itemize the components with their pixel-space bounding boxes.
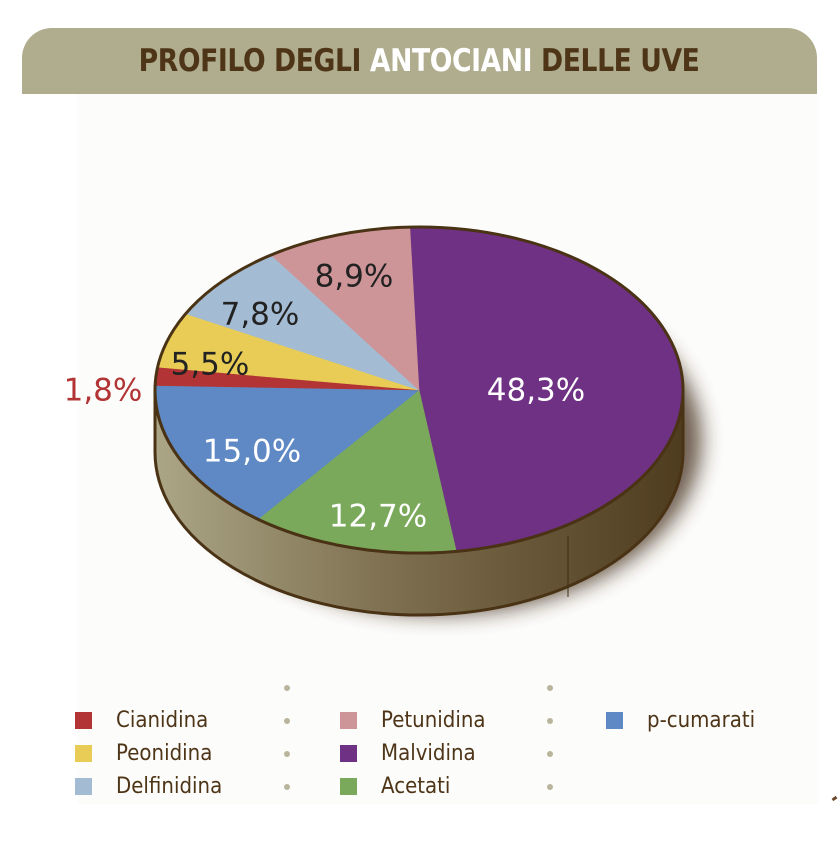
chart-title: PROFILO DEGLI ANTOCIANI DELLE UVE: [139, 43, 700, 79]
slice-label-malvidina: 48,3%: [487, 373, 585, 409]
legend-swatch-acetati: [340, 778, 357, 795]
legend-label: Peonidina: [116, 741, 213, 766]
pie-slices: [154, 226, 684, 554]
legend-item-delfinidina: Delfinidina: [75, 774, 234, 799]
legend-item-malvidina: Malvidina: [340, 741, 486, 766]
legend-label: Delfinidina: [116, 774, 223, 799]
legend-item-cianidina: Cianidina: [75, 708, 219, 733]
pie-labels: 48,3% 12,7% 15,0% 1,8% 5,5% 7,8% 8,9%: [64, 259, 586, 535]
title-suffix: DELLE UVE: [541, 43, 700, 79]
legend-label: Petunidina: [381, 708, 486, 733]
title-prefix: PROFILO DEGLI: [139, 43, 362, 79]
slice-label-p-cumarati: 15,0%: [203, 434, 301, 470]
title-banner: PROFILO DEGLI ANTOCIANI DELLE UVE: [22, 28, 817, 94]
legend-swatch-p-cumarati: [606, 712, 623, 729]
slice-label-acetati: 12,7%: [329, 499, 427, 535]
legend-swatch-malvidina: [340, 745, 357, 762]
legend-label: Cianidina: [116, 708, 209, 733]
legend-swatch-peonidina: [75, 745, 92, 762]
legend-item-acetati: Acetati: [340, 774, 458, 799]
legend-item-peonidina: Peonidina: [75, 741, 223, 766]
legend-label: p-cumarati: [647, 708, 756, 733]
slice-label-peonidina: 5,5%: [171, 347, 250, 383]
slice-label-cianidina: 1,8%: [64, 373, 143, 409]
legend-label: Malvidina: [381, 741, 476, 766]
title-highlight: ANTOCIANI: [370, 43, 533, 79]
legend-item-petunidina: Petunidina: [340, 708, 497, 733]
legend-label: Acetati: [381, 774, 451, 799]
slice-label-delfinidina: 7,8%: [221, 297, 300, 333]
pie-outline: [153, 225, 685, 555]
legend-swatch-petunidina: [340, 712, 357, 729]
legend-item-p-cumarati: p-cumarati: [606, 708, 767, 733]
legend-swatch-delfinidina: [75, 778, 92, 795]
slice-label-petunidina: 8,9%: [315, 259, 394, 295]
legend-swatch-cianidina: [75, 712, 92, 729]
